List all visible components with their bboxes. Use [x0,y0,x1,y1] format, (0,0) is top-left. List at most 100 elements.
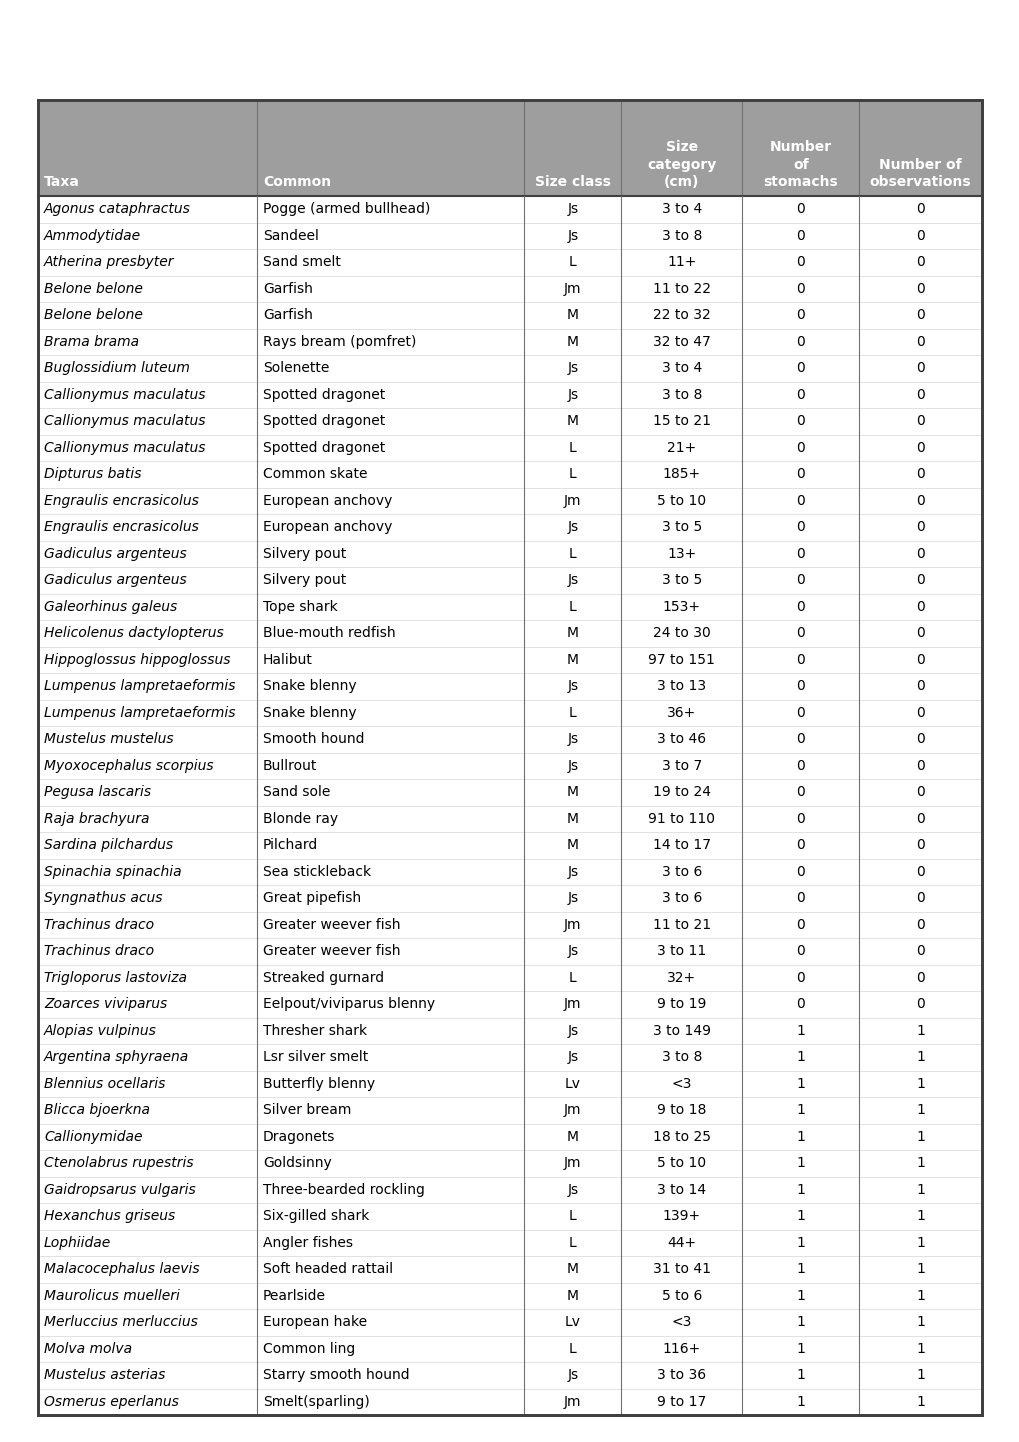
Text: Blue-mouth redfish: Blue-mouth redfish [263,626,395,640]
Text: Dragonets: Dragonets [263,1129,335,1144]
Text: 0: 0 [915,547,924,561]
Text: European anchovy: European anchovy [263,521,392,534]
Text: Sand sole: Sand sole [263,786,330,799]
Text: 0: 0 [796,202,804,216]
Text: 1: 1 [915,1129,924,1144]
Text: Hippoglossus hippoglossus: Hippoglossus hippoglossus [44,653,230,666]
Text: Trachinus draco: Trachinus draco [44,945,154,959]
Text: Galeorhinus galeus: Galeorhinus galeus [44,600,177,614]
Text: Callionymidae: Callionymidae [44,1129,143,1144]
Text: Garfish: Garfish [263,281,313,296]
Text: 24 to 30: 24 to 30 [652,626,710,640]
Text: 9 to 19: 9 to 19 [656,998,706,1011]
Text: Gadiculus argenteus: Gadiculus argenteus [44,574,186,587]
Text: Jm: Jm [564,493,581,508]
Text: 0: 0 [915,388,924,402]
Text: M: M [567,812,578,826]
Text: 0: 0 [796,733,804,747]
Text: Common: Common [263,174,331,189]
Text: M: M [567,414,578,428]
Text: Rays bream (pomfret): Rays bream (pomfret) [263,335,416,349]
Text: 0: 0 [915,414,924,428]
Text: 5 to 10: 5 to 10 [656,1156,706,1171]
Text: 31 to 41: 31 to 41 [652,1262,710,1276]
Text: Lv: Lv [565,1315,580,1330]
Text: 32 to 47: 32 to 47 [652,335,710,349]
Text: 32+: 32+ [666,970,696,985]
Text: 0: 0 [915,705,924,720]
Text: 0: 0 [796,255,804,270]
Text: 0: 0 [915,362,924,375]
Text: Js: Js [567,362,578,375]
Text: 0: 0 [796,441,804,454]
Text: Js: Js [567,945,578,959]
Text: 0: 0 [915,626,924,640]
Text: 1: 1 [915,1289,924,1302]
Text: 0: 0 [915,733,924,747]
Text: Halibut: Halibut [263,653,313,666]
Text: 44+: 44+ [666,1236,696,1250]
Text: 0: 0 [915,998,924,1011]
Text: Sand smelt: Sand smelt [263,255,340,270]
Text: 0: 0 [796,705,804,720]
Text: Maurolicus muelleri: Maurolicus muelleri [44,1289,179,1302]
Text: 0: 0 [796,281,804,296]
Text: 3 to 5: 3 to 5 [661,574,701,587]
Text: Jm: Jm [564,998,581,1011]
Text: 1: 1 [796,1050,804,1064]
Text: 0: 0 [915,679,924,694]
Text: 3 to 6: 3 to 6 [661,865,701,878]
Text: 3 to 4: 3 to 4 [661,362,701,375]
Text: Eelpout/viviparus blenny: Eelpout/viviparus blenny [263,998,435,1011]
Text: 0: 0 [796,229,804,242]
Text: Common skate: Common skate [263,467,367,482]
Text: 14 to 17: 14 to 17 [652,838,710,852]
Text: Butterfly blenny: Butterfly blenny [263,1077,375,1090]
Text: 0: 0 [915,758,924,773]
Text: Lumpenus lampretaeformis: Lumpenus lampretaeformis [44,679,235,694]
Text: 0: 0 [796,309,804,322]
Text: Jm: Jm [564,1103,581,1118]
Text: 0: 0 [796,891,804,906]
Text: Js: Js [567,574,578,587]
Text: Myoxocephalus scorpius: Myoxocephalus scorpius [44,758,213,773]
Text: 3 to 8: 3 to 8 [661,229,701,242]
Text: Jm: Jm [564,1156,581,1171]
Text: Spotted dragonet: Spotted dragonet [263,441,385,454]
Text: Jm: Jm [564,917,581,932]
Text: Js: Js [567,521,578,534]
Text: Js: Js [567,733,578,747]
Text: 15 to 21: 15 to 21 [652,414,710,428]
Text: 13+: 13+ [666,547,696,561]
Text: Number
of
stomachs: Number of stomachs [762,140,838,189]
Text: Js: Js [567,229,578,242]
Text: 0: 0 [915,255,924,270]
Text: Lophiidae: Lophiidae [44,1236,111,1250]
Text: Blicca bjoerkna: Blicca bjoerkna [44,1103,150,1118]
Text: Lumpenus lampretaeformis: Lumpenus lampretaeformis [44,705,235,720]
Text: 0: 0 [915,335,924,349]
Text: Thresher shark: Thresher shark [263,1024,367,1038]
Text: Agonus cataphractus: Agonus cataphractus [44,202,191,216]
Text: Great pipefish: Great pipefish [263,891,361,906]
Text: 9 to 18: 9 to 18 [656,1103,706,1118]
Text: L: L [569,1210,576,1223]
Text: 0: 0 [796,493,804,508]
Text: 0: 0 [796,758,804,773]
Text: 3 to 5: 3 to 5 [661,521,701,534]
Text: 0: 0 [915,917,924,932]
Text: 3 to 7: 3 to 7 [661,758,701,773]
Text: Malacocephalus laevis: Malacocephalus laevis [44,1262,200,1276]
Text: 3 to 13: 3 to 13 [656,679,706,694]
Text: 3 to 149: 3 to 149 [652,1024,710,1038]
Text: 116+: 116+ [662,1341,700,1355]
Text: M: M [567,1129,578,1144]
Text: Smooth hound: Smooth hound [263,733,364,747]
Text: 0: 0 [915,493,924,508]
Text: Argentina sphyraena: Argentina sphyraena [44,1050,190,1064]
Text: L: L [569,705,576,720]
Text: 0: 0 [796,335,804,349]
Bar [38,99,981,196]
Text: 36+: 36+ [666,705,696,720]
Text: 11 to 21: 11 to 21 [652,917,710,932]
